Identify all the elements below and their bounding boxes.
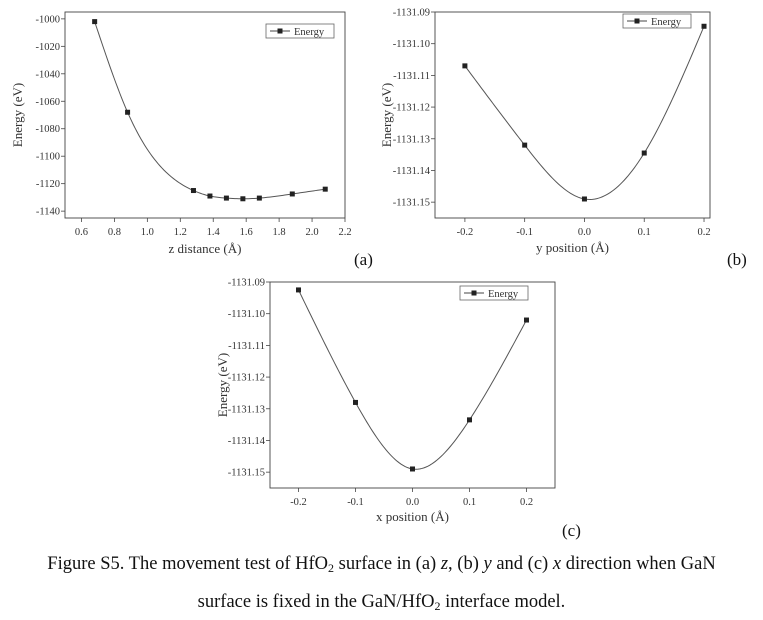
- legend-marker: [277, 28, 283, 34]
- data-point: [240, 196, 246, 202]
- legend-box: [622, 13, 692, 29]
- plot-frame: [269, 281, 556, 489]
- y-tick-label: -1131.14: [228, 436, 266, 447]
- legend-box: [265, 23, 335, 39]
- data-point: [522, 142, 528, 148]
- figure-caption-line-2: surface is fixed in the GaN/HfO2 interfa…: [197, 592, 566, 613]
- x-tick-label: 0.2: [697, 227, 710, 238]
- x-tick-label: 1.8: [273, 227, 286, 238]
- y-tick-label: -1131.09: [393, 8, 430, 19]
- y-tick-label: -1020: [36, 42, 61, 53]
- y-tick-label: -1140: [36, 207, 60, 218]
- data-point: [190, 188, 196, 194]
- y-tick-label: -1131.13: [228, 404, 265, 415]
- data-point: [125, 109, 131, 115]
- y-tick-label: -1131.10: [228, 309, 265, 320]
- y-tick-label: -1131.14: [393, 166, 431, 177]
- chart-c: -0.2 -0.1 0.0 0.1 0.2 -1131.09 -1131.10 -1131.1…: [215, 278, 556, 524]
- x-tick-label: 1.0: [141, 227, 154, 238]
- data-point: [92, 19, 98, 25]
- figure-caption-line-1: Figure S5. The movement test of HfO2 sur…: [47, 554, 716, 575]
- panel-label-a: (a): [354, 250, 373, 269]
- series-line-energy: [298, 289, 527, 470]
- x-tick-label: -0.2: [457, 227, 474, 238]
- x-axis-label: z distance (Å): [169, 241, 242, 256]
- panel-label-c: (c): [562, 521, 581, 540]
- y-tick-label: -1131.13: [393, 134, 430, 145]
- data-point: [524, 317, 529, 323]
- series-line-energy: [464, 26, 705, 200]
- legend-box: [459, 285, 529, 301]
- data-point: [256, 195, 262, 201]
- y-tick-label: -1120: [36, 179, 60, 190]
- x-tick-label: -0.1: [347, 497, 364, 508]
- x-tick-label: 2.0: [305, 227, 318, 238]
- x-tick-label: -0.2: [290, 497, 307, 508]
- y-tick-label: -1131.15: [228, 468, 265, 479]
- x-tick-label: 1.4: [207, 227, 221, 238]
- chart-a: 0.6 0.8 1.0 1.2 1.4 1.6 1.8 2.0 2.2 -1000 -1020 -10…: [10, 11, 352, 256]
- x-tick-label: 0.8: [108, 227, 121, 238]
- plot-frame: [64, 11, 346, 219]
- y-tick-label: -1131.10: [393, 39, 430, 50]
- x-axis-label: x position (Å): [376, 509, 449, 524]
- y-tick-label: -1131.11: [228, 341, 265, 352]
- data-point: [462, 63, 468, 69]
- data-point: [322, 186, 328, 192]
- x-tick-label: 1.2: [174, 227, 187, 238]
- data-point: [223, 195, 229, 201]
- data-point: [289, 191, 295, 197]
- y-tick-label: -1100: [36, 152, 60, 163]
- y-tick-label: -1131.12: [228, 373, 265, 384]
- y-tick-label: -1131.09: [228, 278, 265, 289]
- y-axis-label: Energy (eV): [379, 83, 394, 147]
- x-tick-label: 0.0: [578, 227, 591, 238]
- legend-label: Energy: [488, 289, 519, 300]
- legend-marker: [471, 290, 477, 296]
- y-tick-label: -1080: [36, 124, 61, 135]
- y-tick-label: -1131.12: [393, 103, 430, 114]
- y-tick-label: -1040: [36, 69, 61, 80]
- data-point: [410, 466, 415, 472]
- legend-label: Energy: [294, 27, 325, 38]
- x-tick-label: 0.1: [463, 497, 476, 508]
- x-tick-label: 0.1: [638, 227, 651, 238]
- x-tick-label: 0.2: [520, 497, 533, 508]
- data-point: [701, 23, 707, 29]
- y-axis-label: Energy (eV): [10, 83, 25, 147]
- plot-frame: [434, 11, 711, 219]
- data-point: [641, 150, 647, 156]
- x-tick-label: 1.6: [240, 227, 253, 238]
- panel-label-b: (b): [727, 250, 747, 269]
- data-point: [353, 399, 358, 405]
- data-point: [296, 287, 301, 293]
- x-tick-label: 2.2: [338, 227, 351, 238]
- x-tick-label: 0.0: [406, 497, 419, 508]
- data-point: [207, 193, 213, 199]
- legend-label: Energy: [651, 17, 682, 28]
- y-tick-label: -1060: [36, 97, 61, 108]
- y-tick-label: -1131.11: [393, 71, 430, 82]
- y-axis-label: Energy (eV): [215, 353, 230, 417]
- data-point: [467, 417, 472, 423]
- y-tick-label: -1000: [36, 14, 61, 25]
- chart-b: -0.2 -0.1 0.0 0.1 0.2 -1131.09 -1131.10 -1131.1…: [379, 8, 711, 256]
- x-tick-label: -0.1: [516, 227, 533, 238]
- x-tick-label: 0.6: [75, 227, 88, 238]
- y-tick-label: -1131.15: [393, 198, 430, 209]
- legend-marker: [634, 18, 640, 24]
- data-point: [581, 196, 587, 202]
- x-axis-label: y position (Å): [536, 240, 609, 255]
